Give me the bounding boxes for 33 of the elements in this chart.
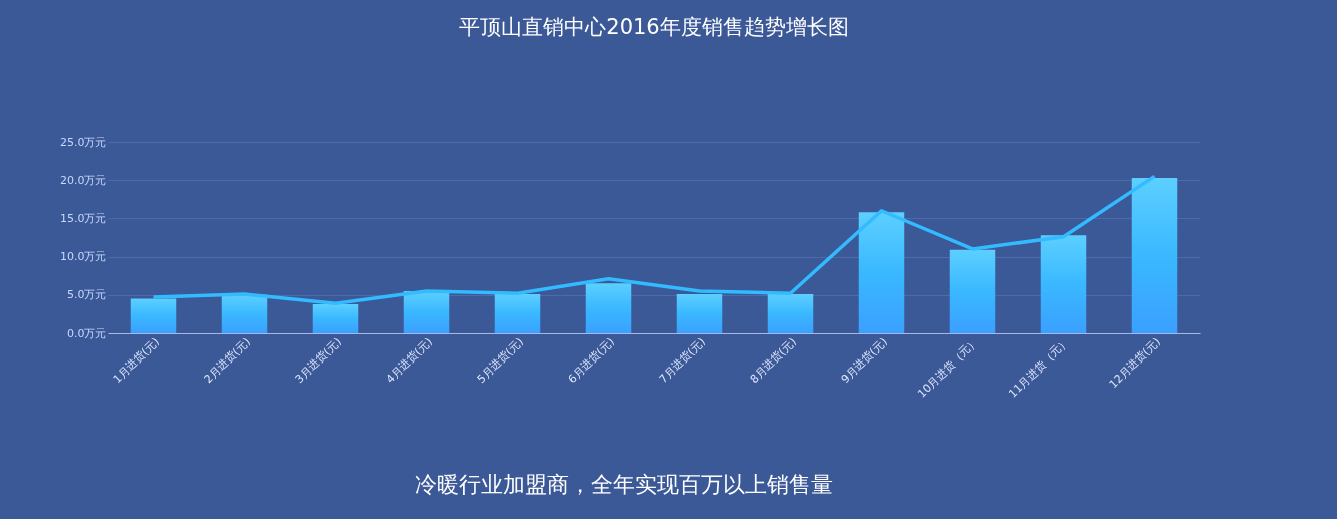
x-tick-label: 6月进货(元) [565, 334, 617, 387]
y-tick-label: 15.0万元 [60, 211, 107, 225]
bar [221, 294, 268, 333]
x-tick-label: 7月进货(元) [656, 334, 708, 387]
y-tick-label: 25.0万元 [60, 135, 107, 149]
x-tick-label: 8月进货(元) [747, 334, 799, 387]
line-series [151, 174, 1157, 305]
bar [494, 294, 541, 333]
x-tick-label: 12月进货(元) [1106, 334, 1163, 392]
bar [403, 290, 450, 333]
bar [130, 298, 177, 333]
x-tick-label: 4月进货(元) [383, 334, 435, 387]
x-tick-label: 9月进货(元) [838, 334, 890, 387]
bar [767, 294, 814, 333]
y-tick-label: 20.0万元 [60, 173, 107, 187]
x-tick-label: 10月进货（元） [915, 334, 981, 401]
x-tick-label: 5月进货(元) [474, 334, 526, 387]
bar [858, 212, 905, 333]
x-tick-label: 1月进货(元) [110, 334, 162, 387]
text: 冷暖行业加盟商，全年实现百万以上销售量 [415, 472, 833, 497]
bar [949, 249, 996, 333]
y-tick-label: 5.0万元 [67, 288, 107, 302]
chart-title: 平顶山直销中心2016年度销售趋势增长图 [459, 15, 849, 39]
y-tick-label: 0.0万元 [67, 326, 107, 340]
bar [1040, 235, 1087, 333]
bar [585, 283, 632, 333]
x-tick-label: 2月进货(元) [201, 334, 253, 387]
bar [312, 303, 359, 333]
y-tick-label: 10.0万元 [60, 250, 107, 264]
x-tick-label: 3月进货(元) [292, 334, 344, 387]
bar [676, 294, 723, 333]
x-tick-label: 11月进货（元） [1006, 334, 1072, 401]
bar [1131, 177, 1178, 333]
